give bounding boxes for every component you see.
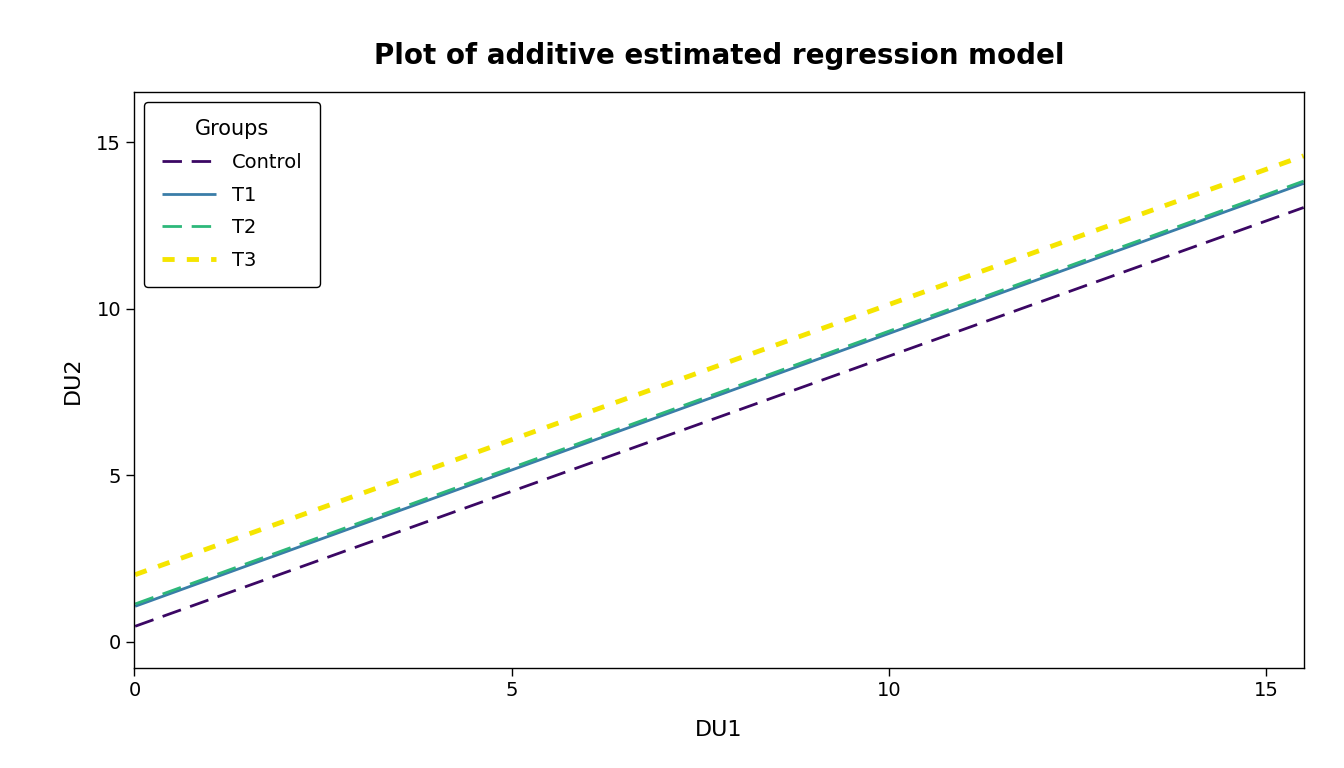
X-axis label: DU1: DU1 (695, 720, 743, 740)
T1 (1267, 189, 1284, 198)
Control (759, 395, 775, 404)
Y-axis label: DU2: DU2 (62, 356, 82, 404)
T3 (689, 369, 706, 378)
T1 (689, 399, 706, 408)
Line: T2: T2 (136, 181, 1304, 604)
Legend: Control, T1, T2, T3: Control, T1, T2, T3 (144, 102, 320, 287)
T3 (1267, 161, 1284, 170)
T3 (1085, 227, 1101, 236)
T1 (759, 372, 775, 382)
T2 (759, 370, 775, 379)
T1 (683, 401, 699, 410)
Control (128, 621, 144, 631)
T3 (823, 321, 839, 330)
T1 (1085, 255, 1101, 264)
Control (823, 372, 839, 382)
T2 (1085, 253, 1101, 262)
T1 (1296, 179, 1312, 188)
Line: T3: T3 (136, 156, 1304, 574)
Control (683, 422, 699, 432)
T3 (128, 570, 144, 579)
Control (1296, 203, 1312, 212)
T2 (1267, 187, 1284, 196)
T2 (128, 599, 144, 608)
Line: Control: Control (136, 207, 1304, 626)
T2 (683, 399, 699, 408)
T2 (823, 348, 839, 357)
T3 (759, 343, 775, 353)
T3 (683, 371, 699, 380)
T3 (1296, 151, 1312, 161)
Control (1267, 213, 1284, 222)
Control (689, 420, 706, 429)
Title: Plot of additive estimated regression model: Plot of additive estimated regression mo… (374, 42, 1064, 71)
T2 (1296, 177, 1312, 186)
T2 (689, 396, 706, 406)
Line: T1: T1 (136, 184, 1304, 606)
T1 (128, 601, 144, 611)
Control (1085, 279, 1101, 288)
T1 (823, 350, 839, 359)
